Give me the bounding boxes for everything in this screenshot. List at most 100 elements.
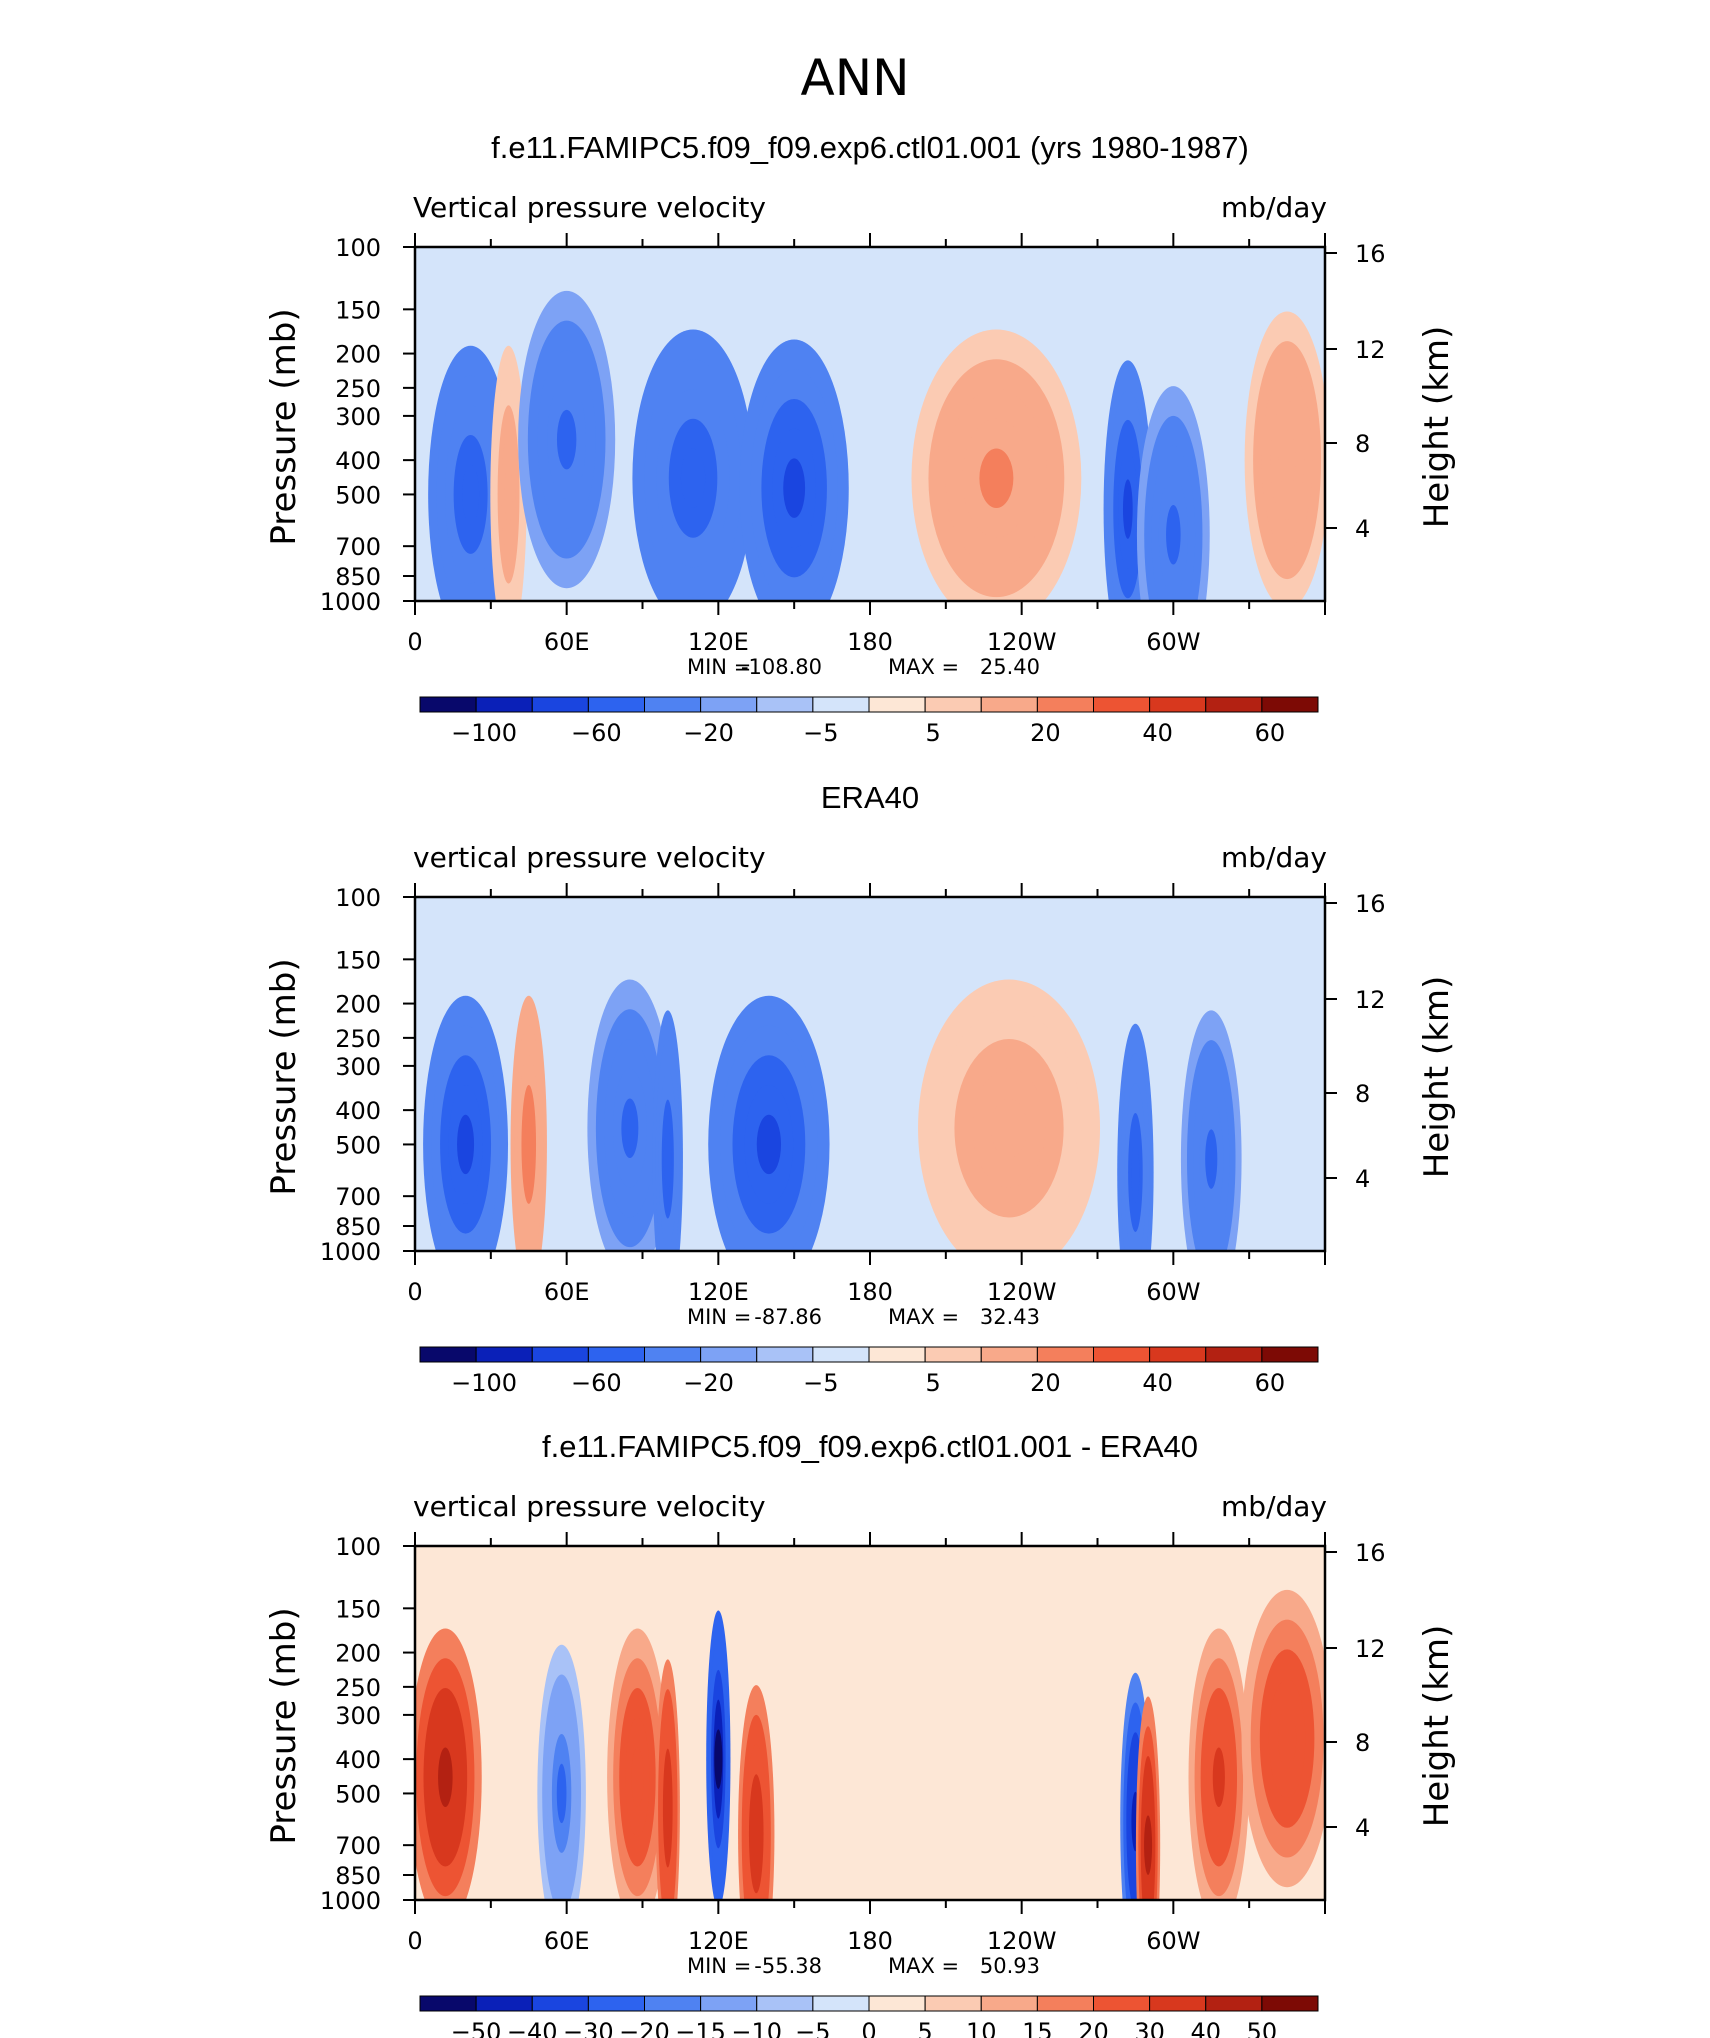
colorbar-label: −60 [571,1369,622,1397]
y-tick-label: 300 [335,1702,381,1730]
panel-1: f.e11.FAMIPC5.f09_f09.exp6.ctl01.001 (yr… [264,130,1457,747]
colorbar-label: −100 [451,719,517,747]
height-tick-label: 12 [1355,1635,1386,1663]
colorbar-swatch [587,1995,645,2012]
x-tick-label: 0 [407,1927,422,1955]
height-tick-label: 16 [1355,1539,1386,1567]
colorbar-label: 15 [1022,2018,1053,2038]
max-value: 32.43 [980,1305,1040,1329]
contour-feature-8 [1212,1747,1225,1807]
colorbar-swatch [700,1995,758,2012]
contour-feature-1 [556,1763,567,1824]
colorbar-swatch [1149,1346,1207,1363]
x-tick-label: 120E [688,1278,749,1306]
colorbar-label: 20 [1030,719,1061,747]
colorbar-swatch [868,696,926,713]
colorbar-swatch [980,696,1038,713]
colorbar-swatch [868,1346,926,1363]
y-tick-label: 500 [335,1131,381,1159]
colorbar-swatch [1205,1346,1263,1363]
height-tick-label: 12 [1355,336,1386,364]
y-tick-label: 400 [335,1746,381,1774]
colorbar-swatch [812,1346,870,1363]
colorbar-swatch [924,696,982,713]
colorbar-swatch [812,696,870,713]
contour-feature-5 [752,1804,761,1864]
contour-feature-0 [462,464,480,525]
contour-feature-1 [524,1114,533,1175]
panel-3: f.e11.FAMIPC5.f09_f09.exp6.ctl01.001 - E… [264,1429,1457,2038]
y-tick-label: 100 [335,884,381,912]
y-axis-right-label: Height (km) [1417,326,1457,529]
min-value: -108.80 [741,655,822,679]
x-tick-label: 0 [407,628,422,656]
height-tick-label: 16 [1355,240,1386,268]
panel-units-label: mb/day [1221,1490,1327,1523]
colorbar-label: 60 [1255,719,1286,747]
colorbar-swatch [1261,1346,1319,1363]
y-tick-label: 250 [335,1025,381,1053]
height-tick-label: 8 [1355,1729,1370,1757]
height-tick-label: 4 [1355,1165,1370,1193]
contour-feature-6 [1122,479,1133,539]
max-value: 50.93 [980,1954,1040,1978]
y-tick-label: 150 [335,296,381,324]
contour-feature-2 [631,1747,644,1807]
colorbar-label: −15 [675,2018,726,2038]
min-value: -87.86 [754,1305,822,1329]
x-tick-label: 60W [1146,1927,1200,1955]
y-tick-label: 1000 [320,1238,381,1266]
colorbar-swatch [756,696,814,713]
panel-title: ERA40 [821,780,919,815]
colorbar-label: −20 [619,2018,670,2038]
colorbar-label: 5 [925,1369,940,1397]
colorbar-swatch [980,1346,1038,1363]
colorbar-swatch [419,696,477,713]
y-tick-label: 200 [335,341,381,369]
height-tick-label: 8 [1355,430,1370,458]
contour-feature-4 [783,458,806,518]
x-tick-label: 120E [688,1927,749,1955]
colorbar-label: 20 [1078,2018,1109,2038]
contour-feature-0 [457,1114,475,1175]
colorbar-swatch [531,696,589,713]
colorbar-swatch [587,696,645,713]
colorbar-swatch [644,1995,702,2012]
min-label: MIN = [687,655,751,679]
y-tick-label: 400 [335,1097,381,1125]
panel-left-label: Vertical pressure velocity [413,191,766,224]
y-tick-label: 100 [335,1533,381,1561]
colorbar-swatch [644,1346,702,1363]
colorbar-label: 5 [917,2018,932,2038]
y-tick-label: 400 [335,447,381,475]
colorbar-label: −5 [803,719,838,747]
max-label: MAX = [888,655,959,679]
figure-title: ANN [800,49,909,107]
colorbar-swatch [1036,1995,1094,2012]
y-axis-label: Pressure (mb) [264,1607,304,1844]
x-tick-label: 180 [847,628,893,656]
y-axis-right-label: Height (km) [1417,976,1457,1179]
x-tick-label: 60W [1146,1278,1200,1306]
colorbar-label: 50 [1247,2018,1278,2038]
y-tick-label: 850 [335,1213,381,1241]
contour-field [415,897,1325,1251]
y-tick-label: 250 [335,1674,381,1702]
contour-feature-8 [1278,430,1296,490]
colorbar-label: −5 [803,1369,838,1397]
colorbar-label: −5 [795,2018,830,2038]
y-tick-label: 850 [335,563,381,591]
contour-field [415,247,1325,601]
y-axis-label: Pressure (mb) [264,308,304,545]
colorbar-swatch [1261,696,1319,713]
min-label: MIN = [687,1954,751,1978]
max-value: 25.40 [980,655,1040,679]
height-tick-label: 4 [1355,515,1370,543]
colorbar-label: 40 [1142,1369,1173,1397]
colorbar-swatch [1149,696,1207,713]
colorbar-swatch [1261,1995,1319,2012]
min-value: -55.38 [754,1954,822,1978]
x-tick-label: 120W [987,1278,1057,1306]
colorbar-label: −20 [683,719,734,747]
